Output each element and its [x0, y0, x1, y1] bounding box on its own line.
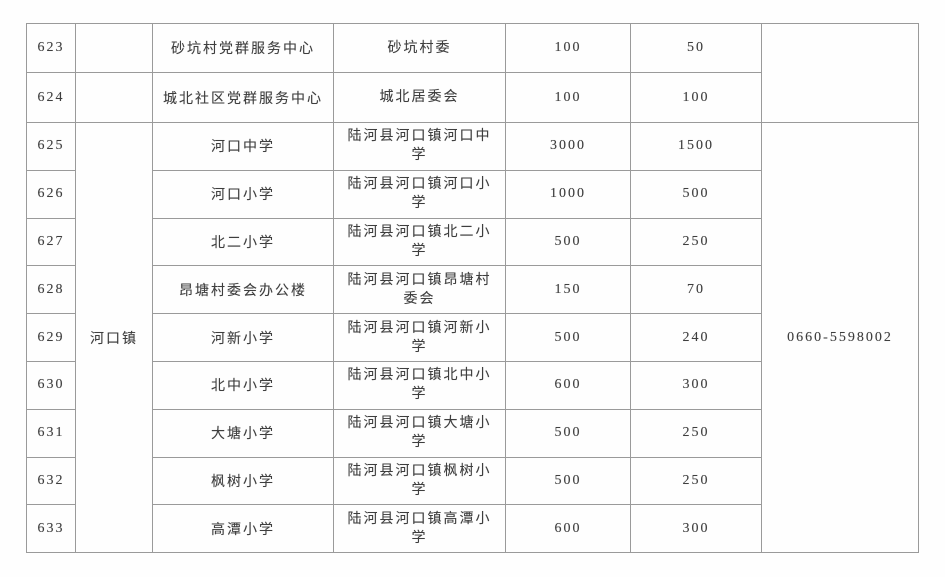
- cell-facility-name: 城北社区党群服务中心: [152, 72, 334, 123]
- cell-value1: 500: [505, 408, 631, 458]
- cell-serial: 630: [26, 360, 76, 410]
- cell-serial: 623: [26, 23, 76, 73]
- cell-address: 陆河县河口镇昂塘村 委会: [333, 265, 506, 315]
- cell-value1: 100: [505, 72, 631, 123]
- cell-value1: 1000: [505, 169, 631, 219]
- table-row-623: 623 砂坑村党群服务中心 砂坑村委 100 50: [26, 23, 919, 123]
- facilities-table: 623 砂坑村党群服务中心 砂坑村委 100 50 624 城北社区党群服务中心…: [26, 23, 919, 554]
- table-row-628: 628 昂塘村委会办公楼 陆河县河口镇昂塘村 委会 150 70: [26, 265, 919, 315]
- cell-facility-name: 北中小学: [152, 360, 334, 410]
- cell-facility-name: 大塘小学: [152, 408, 334, 458]
- cell-value2: 240: [630, 313, 762, 362]
- cell-address: 陆河县河口镇河口中 学: [333, 122, 506, 171]
- cell-value1: 3000: [505, 122, 631, 171]
- cell-value1: 600: [505, 504, 631, 554]
- cell-address: 陆河县河口镇大塘小 学: [333, 408, 506, 458]
- cell-value2: 1500: [630, 122, 762, 171]
- table-row-633: 633 高潭小学 陆河县河口镇高潭小 学 600 300: [26, 504, 919, 554]
- cell-serial: 627: [26, 217, 76, 267]
- cell-value1: 500: [505, 456, 631, 506]
- cell-address: 陆河县河口镇北二小 学: [333, 217, 506, 267]
- cell-address: 砂坑村委: [333, 23, 506, 73]
- cell-facility-name: 枫树小学: [152, 456, 334, 506]
- cell-value1: 500: [505, 217, 631, 267]
- cell-phone: 0660-5598002: [761, 121, 919, 554]
- table-row-632: 632 枫树小学 陆河县河口镇枫树小 学 500 250: [26, 456, 919, 506]
- cell-address: 陆河县河口镇河口小 学: [333, 169, 506, 219]
- cell-value2: 500: [630, 169, 762, 219]
- cell-value1: 500: [505, 313, 631, 362]
- cell-value1: 100: [505, 23, 631, 73]
- cell-address: 陆河县河口镇河新小 学: [333, 313, 506, 362]
- table-row-624: 624 城北社区党群服务中心 城北居委会 100 100: [26, 72, 919, 123]
- cell-facility-name: 砂坑村党群服务中心: [152, 23, 334, 73]
- cell-serial: 625: [26, 122, 76, 171]
- cell-value2: 250: [630, 217, 762, 267]
- cell-address: 城北居委会: [333, 72, 506, 123]
- cell-serial: 633: [26, 504, 76, 554]
- cell-facility-name: 高潭小学: [152, 504, 334, 554]
- table-row-627: 627 北二小学 陆河县河口镇北二小 学 500 250: [26, 217, 919, 267]
- cell-address: 陆河县河口镇北中小 学: [333, 360, 506, 410]
- cell-value2: 70: [630, 265, 762, 315]
- cell-town: 河口镇: [75, 121, 153, 554]
- cell-serial: 624: [26, 72, 76, 123]
- cell-address: 陆河县河口镇枫树小 学: [333, 456, 506, 506]
- cell-value2: 50: [630, 23, 762, 73]
- cell-serial: 629: [26, 313, 76, 362]
- cell-serial: 628: [26, 265, 76, 315]
- cell-value2: 250: [630, 456, 762, 506]
- table-row-630: 630 北中小学 陆河县河口镇北中小 学 600 300: [26, 360, 919, 410]
- cell-town-empty: [75, 72, 153, 123]
- cell-value2: 300: [630, 504, 762, 554]
- cell-address: 陆河县河口镇高潭小 学: [333, 504, 506, 554]
- cell-serial: 632: [26, 456, 76, 506]
- cell-town-empty: [75, 23, 153, 73]
- table-row-625: 625 河口镇 河口中学 陆河县河口镇河口中 学 3000 1500 0660-…: [26, 121, 919, 554]
- cell-value2: 250: [630, 408, 762, 458]
- cell-serial: 626: [26, 169, 76, 219]
- cell-facility-name: 昂塘村委会办公楼: [152, 265, 334, 315]
- table-row-631: 631 大塘小学 陆河县河口镇大塘小 学 500 250: [26, 408, 919, 458]
- cell-phone-empty: [761, 23, 919, 123]
- table-row-626: 626 河口小学 陆河县河口镇河口小 学 1000 500: [26, 169, 919, 219]
- cell-value1: 150: [505, 265, 631, 315]
- cell-value1: 600: [505, 360, 631, 410]
- cell-facility-name: 河口小学: [152, 169, 334, 219]
- cell-value2: 300: [630, 360, 762, 410]
- cell-serial: 631: [26, 408, 76, 458]
- cell-facility-name: 北二小学: [152, 217, 334, 267]
- table-row-629: 629 河新小学 陆河县河口镇河新小 学 500 240: [26, 313, 919, 362]
- cell-value2: 100: [630, 72, 762, 123]
- cell-facility-name: 河口中学: [152, 122, 334, 171]
- cell-facility-name: 河新小学: [152, 313, 334, 362]
